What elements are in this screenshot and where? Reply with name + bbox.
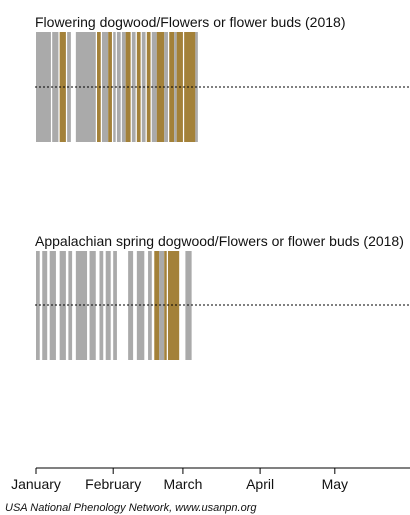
observation-bar-no — [75, 251, 88, 360]
panel-title: Flowering dogwood/Flowers or flower buds… — [35, 14, 345, 30]
observation-bar-no — [101, 32, 109, 142]
observation-bar-no — [113, 32, 116, 142]
observation-bar-no — [99, 251, 104, 360]
observation-bar-yes — [97, 32, 101, 142]
observation-bar-no — [148, 251, 152, 360]
observation-bar-no — [159, 251, 165, 360]
observation-bar-no — [68, 251, 73, 360]
observation-bar-yes — [164, 251, 167, 360]
observation-bar-no — [131, 32, 136, 142]
observation-bar-no — [59, 251, 66, 360]
panel-1: Flowering dogwood/Flowers or flower buds… — [35, 14, 410, 142]
observation-bar-yes — [167, 251, 180, 360]
observation-bar-yes — [136, 32, 141, 142]
x-tick-label: May — [322, 476, 348, 492]
observation-bar-no — [164, 32, 168, 142]
observation-bar-yes — [59, 32, 66, 142]
observation-bar-no — [116, 32, 121, 142]
x-tick-label: April — [246, 476, 274, 492]
observation-bar-no — [128, 251, 134, 360]
x-tick-label: January — [11, 476, 61, 492]
x-tick-label: February — [85, 476, 141, 492]
x-axis: January February March April May — [11, 467, 410, 492]
observation-bar-no — [36, 251, 40, 360]
observation-bar-yes — [184, 32, 196, 142]
x-tick-label: March — [163, 476, 202, 492]
panel-2: Appalachian spring dogwood/Flowers or fl… — [35, 233, 410, 360]
observation-bar-yes — [108, 32, 112, 142]
observation-bar-no — [151, 32, 157, 142]
panels-layer: Flowering dogwood/Flowers or flower buds… — [35, 14, 410, 360]
panel-title: Appalachian spring dogwood/Flowers or fl… — [35, 233, 404, 249]
observation-bar-no — [75, 32, 96, 142]
source-credit: USA National Phenology Network, www.usan… — [5, 502, 257, 514]
